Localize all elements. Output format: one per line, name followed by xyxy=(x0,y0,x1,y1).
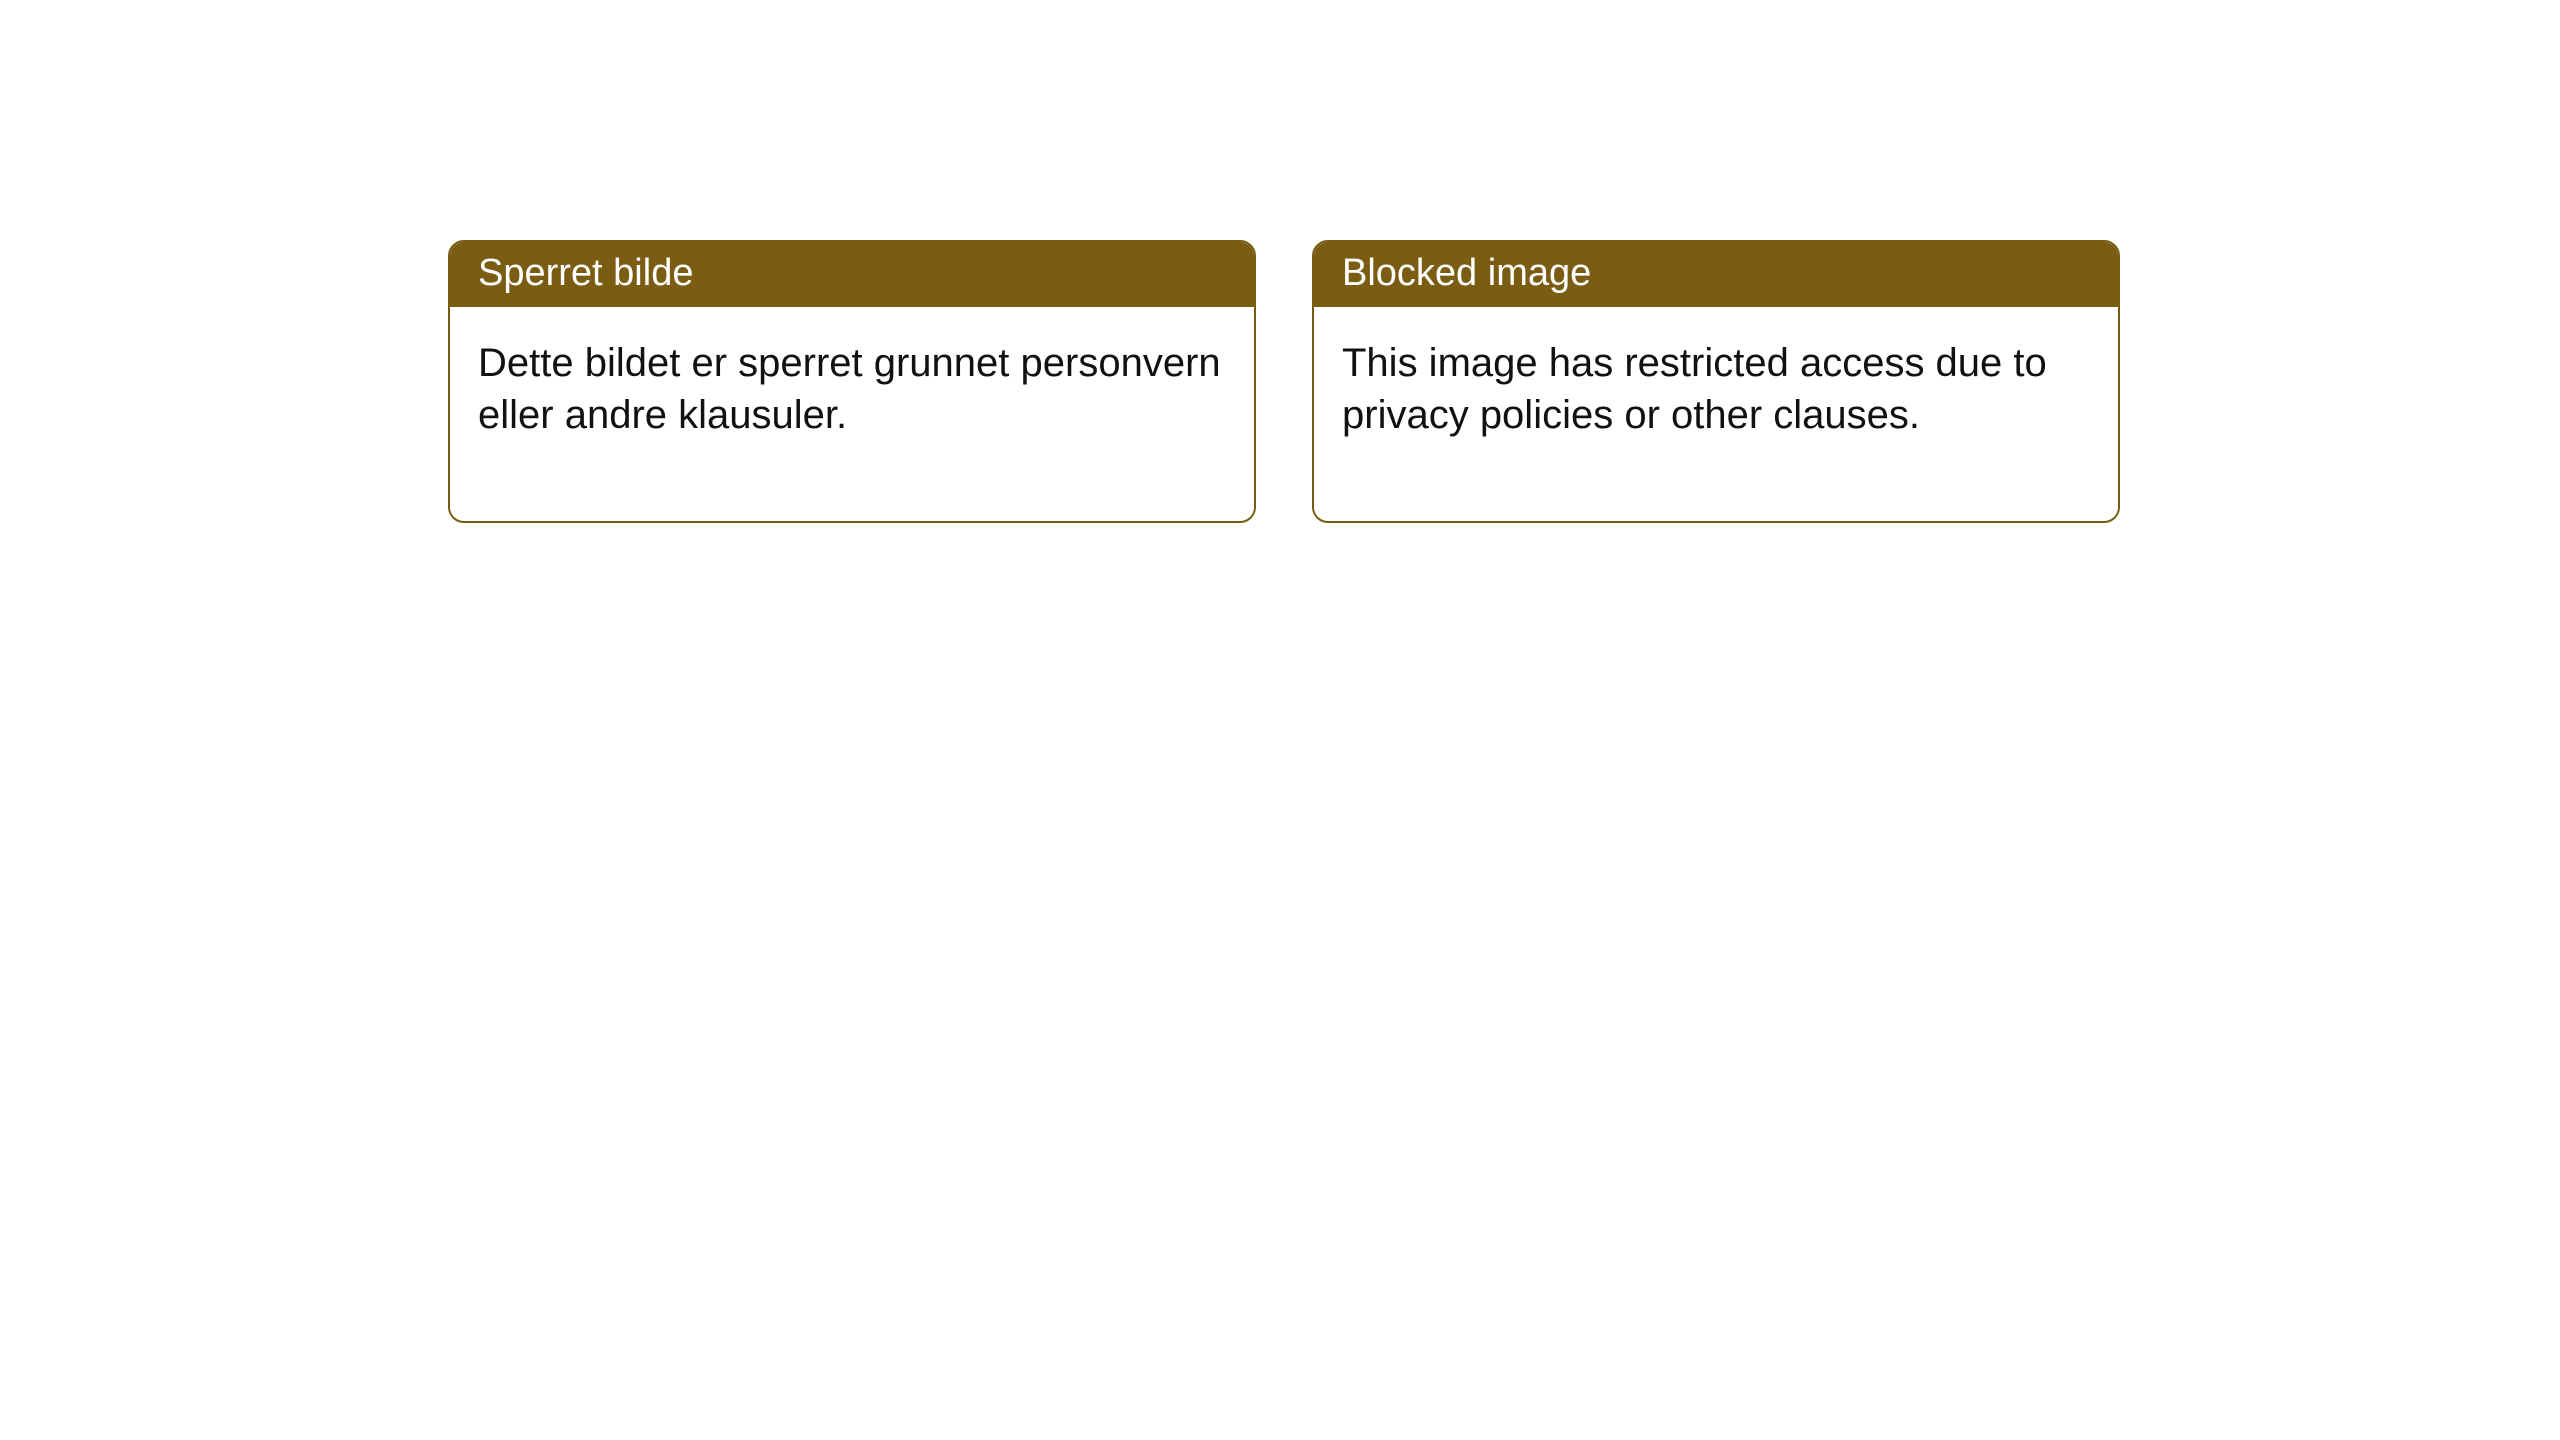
notice-card-en: Blocked image This image has restricted … xyxy=(1312,240,2120,523)
notice-body-no: Dette bildet er sperret grunnet personve… xyxy=(450,307,1254,521)
notice-card-no: Sperret bilde Dette bildet er sperret gr… xyxy=(448,240,1256,523)
notice-title-en: Blocked image xyxy=(1314,242,2118,307)
notice-title-no: Sperret bilde xyxy=(450,242,1254,307)
notice-container: Sperret bilde Dette bildet er sperret gr… xyxy=(0,0,2560,523)
notice-body-en: This image has restricted access due to … xyxy=(1314,307,2118,521)
